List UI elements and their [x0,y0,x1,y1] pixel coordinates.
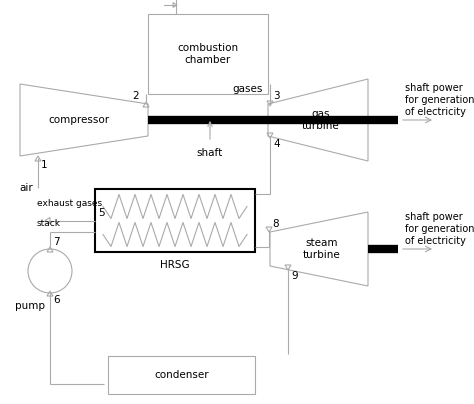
Text: pump: pump [15,301,45,311]
Text: HRSG: HRSG [160,260,190,270]
Text: condenser: condenser [154,370,209,380]
Text: 9: 9 [291,271,298,281]
Text: shaft: shaft [197,148,223,158]
Text: 5: 5 [98,208,105,219]
Text: compressor: compressor [48,115,109,125]
Text: shaft power
for generation
of electricity: shaft power for generation of electricit… [405,213,474,246]
Text: exhaust gases: exhaust gases [37,200,102,208]
Text: 4: 4 [273,139,280,149]
Bar [148,14,268,94]
Text: shaft power
for generation
of electricity: shaft power for generation of electricit… [405,83,474,117]
Text: 3: 3 [273,91,280,101]
Text: gases: gases [233,84,263,94]
Text: air: air [19,183,33,193]
Text: 1: 1 [41,160,47,170]
Text: stack: stack [37,219,61,227]
Text: steam
turbine: steam turbine [303,238,341,260]
Text: 8: 8 [272,219,279,229]
Text: 2: 2 [132,91,139,101]
Text: combustion
chamber: combustion chamber [177,43,238,65]
Text: gas
turbine: gas turbine [302,109,340,131]
Bar [108,356,255,394]
Bar [95,189,255,252]
Text: 7: 7 [53,237,60,247]
Text: 6: 6 [53,295,60,305]
